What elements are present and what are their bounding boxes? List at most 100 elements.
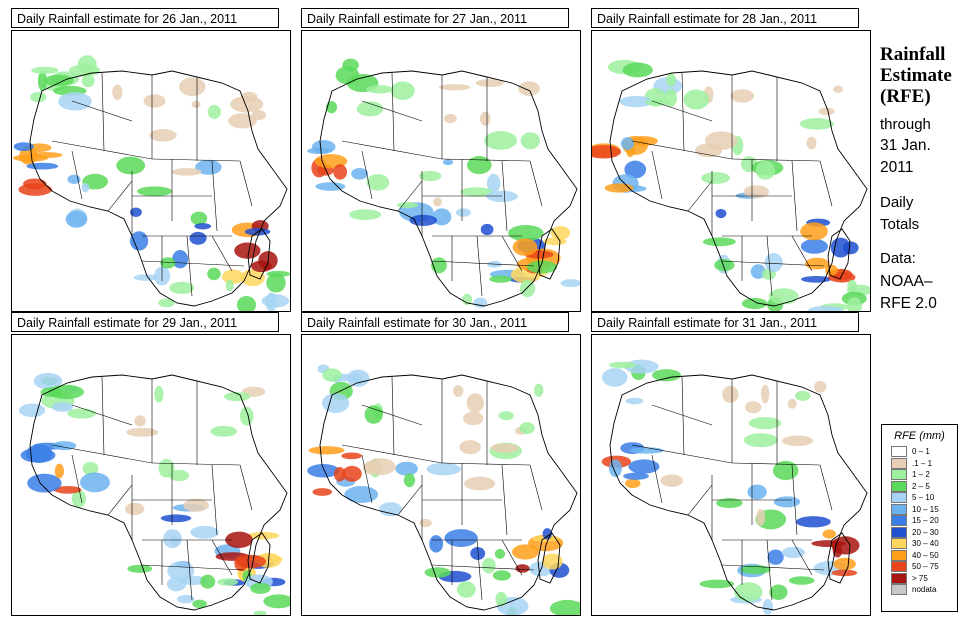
country-border [501, 539, 523, 576]
africa-map [307, 364, 580, 615]
rainfall-area [58, 92, 92, 111]
rainfall-area [424, 567, 451, 578]
legend-item: 1 – 2 [882, 469, 957, 481]
rainfall-area [515, 564, 530, 573]
country-border [211, 539, 233, 576]
country-border [651, 150, 663, 200]
rainfall-area [51, 402, 74, 412]
panel-title: Daily Rainfall estimate for 30 Jan., 201… [301, 312, 569, 332]
rainfall-area [27, 473, 62, 493]
country-border [239, 160, 253, 207]
rainfall-area [768, 288, 799, 305]
rainfall-area [71, 489, 87, 508]
rainfall-area [266, 270, 290, 278]
legend-swatch [891, 561, 907, 573]
rainfall-area [831, 569, 858, 577]
legend-item: 5 – 10 [882, 492, 957, 504]
country-border [211, 235, 233, 272]
daily-label: Daily [880, 194, 914, 211]
country-border [651, 100, 713, 122]
rainfall-area [479, 111, 491, 126]
rainfall-area [53, 486, 82, 494]
rainfall-area [467, 156, 492, 175]
legend-label: 30 – 40 [912, 539, 939, 549]
rainfall-area [65, 210, 88, 228]
rainfall-area [644, 98, 672, 106]
rainfall-area [781, 435, 814, 447]
rainfall-area [397, 201, 419, 209]
rainfall-area [129, 231, 149, 251]
rainfall-area [769, 584, 788, 600]
rainfall-area [312, 488, 333, 496]
rainfall-area [512, 238, 538, 256]
country-border [766, 235, 773, 297]
country-border [71, 404, 133, 426]
rainfall-area [756, 508, 766, 526]
rainfall-area [195, 159, 222, 175]
rainfall-area [342, 465, 362, 482]
country-border [101, 72, 105, 152]
rainfall-area [801, 275, 832, 283]
rainfall-area [207, 267, 221, 281]
rainfall-area [81, 74, 95, 88]
country-border [71, 454, 83, 504]
rainfall-area [130, 207, 142, 218]
rainfall-area [333, 164, 348, 180]
legend-swatch [891, 515, 907, 527]
rainfall-area [433, 197, 442, 207]
rainfall-area [379, 502, 402, 517]
rainfall-area [825, 264, 838, 276]
rainfall-area [716, 498, 743, 509]
country-border [501, 464, 508, 536]
rainfall-area [800, 222, 828, 241]
country-border [501, 160, 508, 232]
country-border [141, 260, 245, 267]
rainfall-area [172, 250, 189, 269]
country-border [529, 464, 543, 511]
side-title-line: (RFE) [880, 86, 931, 107]
rainfall-area [462, 411, 484, 426]
legend-swatch [891, 446, 907, 458]
country-border [71, 150, 83, 200]
rainfall-area [625, 478, 641, 489]
rainfall-area [344, 486, 379, 503]
rainfall-area [560, 279, 580, 288]
rainfall-map [301, 30, 581, 312]
legend-item: nodata [882, 584, 957, 596]
rainfall-area [495, 591, 508, 607]
country-border [631, 140, 733, 160]
rainfall-area [419, 170, 442, 182]
country-border [341, 444, 443, 464]
rainfall-area [444, 529, 478, 547]
rainfall-area [403, 473, 416, 488]
rainfall-area [470, 547, 486, 560]
legend-item: > 75 [882, 572, 957, 585]
country-border [687, 484, 713, 516]
rainfall-area [183, 498, 210, 512]
rainfall-area [168, 469, 190, 482]
rainfall-area [489, 275, 512, 283]
rainfall-area [625, 397, 644, 405]
rainfall-area [762, 598, 773, 615]
rainfall-area [127, 564, 153, 573]
rainfall-area [366, 85, 393, 94]
country-border [631, 444, 733, 464]
rainfall-area [748, 417, 782, 430]
rainfall-area [236, 296, 257, 311]
rainfall-area [170, 535, 180, 547]
country-border [141, 564, 245, 571]
panel-title: Daily Rainfall estimate for 26 Jan., 201… [11, 8, 279, 28]
rainfall-area [25, 444, 53, 463]
rainfall-area [192, 599, 207, 609]
rainfall-area [743, 185, 770, 199]
rainfall-area [137, 186, 173, 197]
end-date-year: 2011 [880, 159, 914, 176]
totals-label: Totals [880, 216, 920, 233]
country-border [687, 180, 713, 212]
rainfall-area [112, 84, 123, 100]
rainfall-area [67, 408, 97, 419]
rainfall-area [217, 578, 239, 586]
panel-title: Daily Rainfall estimate for 31 Jan., 201… [591, 312, 859, 332]
panel-title: Daily Rainfall estimate for 27 Jan., 201… [301, 8, 569, 28]
rainfall-area [755, 160, 775, 180]
